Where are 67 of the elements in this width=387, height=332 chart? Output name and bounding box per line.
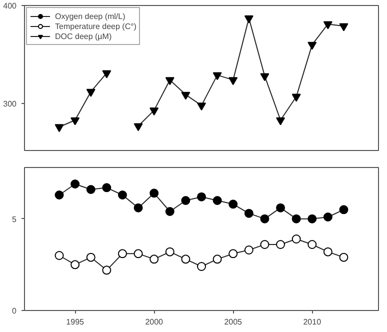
point bbox=[292, 94, 301, 102]
point bbox=[70, 260, 80, 270]
point bbox=[228, 77, 238, 86]
point bbox=[260, 214, 270, 224]
point bbox=[54, 124, 64, 132]
point bbox=[54, 190, 64, 200]
point bbox=[323, 212, 332, 222]
point bbox=[276, 117, 286, 126]
point bbox=[197, 192, 206, 202]
point bbox=[165, 77, 174, 86]
point bbox=[165, 207, 174, 216]
y-tick-label: 5 bbox=[12, 214, 18, 224]
y-tick-label: 400 bbox=[3, 2, 18, 10]
legend-label: DOC deep (µM) bbox=[55, 31, 112, 41]
point bbox=[292, 214, 301, 224]
point bbox=[244, 246, 254, 254]
point bbox=[165, 247, 174, 256]
point bbox=[102, 266, 112, 275]
point bbox=[323, 247, 332, 256]
point bbox=[86, 252, 96, 262]
point bbox=[339, 23, 348, 32]
x-tick-label: 2000 bbox=[145, 318, 164, 326]
point bbox=[244, 208, 254, 218]
point bbox=[54, 251, 64, 260]
y-tick-label: 0 bbox=[12, 306, 18, 316]
point bbox=[212, 72, 222, 80]
x-tick-label: 1995 bbox=[66, 318, 85, 326]
point bbox=[197, 102, 206, 111]
point bbox=[212, 254, 222, 264]
point bbox=[134, 123, 143, 132]
point bbox=[212, 196, 222, 205]
legend-label: Temperature deep (C°) bbox=[55, 21, 136, 31]
point bbox=[150, 254, 159, 264]
point bbox=[339, 205, 348, 214]
point bbox=[308, 240, 317, 249]
point bbox=[197, 262, 206, 271]
point bbox=[150, 188, 159, 198]
point bbox=[323, 21, 332, 30]
y-tick-label: 300 bbox=[3, 99, 18, 108]
point bbox=[102, 183, 112, 192]
point bbox=[228, 249, 238, 258]
point bbox=[260, 73, 270, 82]
point bbox=[118, 249, 127, 258]
point bbox=[276, 240, 286, 249]
point bbox=[134, 249, 143, 258]
point bbox=[181, 254, 190, 264]
point bbox=[308, 42, 317, 50]
point bbox=[308, 214, 317, 224]
point bbox=[86, 185, 96, 194]
point bbox=[260, 240, 270, 249]
point bbox=[276, 203, 286, 212]
point bbox=[150, 108, 159, 116]
point bbox=[70, 117, 80, 126]
legend-label: Oxygen deep (ml/L) bbox=[55, 11, 126, 21]
point bbox=[86, 88, 96, 97]
point bbox=[292, 234, 301, 244]
point bbox=[244, 15, 254, 24]
point bbox=[339, 252, 348, 262]
point bbox=[181, 92, 190, 100]
point bbox=[102, 70, 112, 78]
point bbox=[228, 200, 238, 209]
point bbox=[181, 196, 190, 205]
x-tick-label: 2010 bbox=[303, 318, 322, 326]
x-tick-label: 2005 bbox=[224, 318, 243, 326]
point bbox=[70, 180, 80, 188]
point bbox=[118, 190, 127, 200]
point bbox=[134, 203, 143, 212]
